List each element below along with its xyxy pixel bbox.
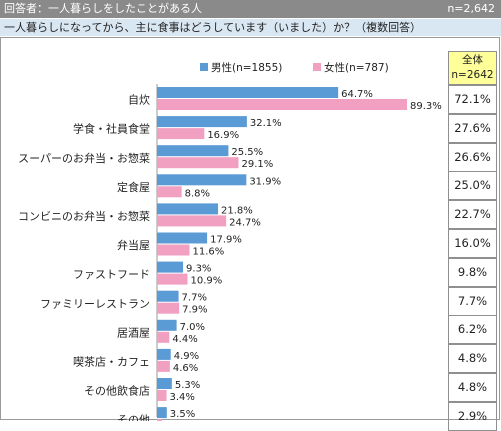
total-value: 22.7% (448, 200, 497, 230)
category-label: スーパーのお弁当・お惣菜 (18, 151, 150, 165)
legend-male-swatch (200, 63, 208, 71)
total-value: 16.0% (448, 229, 497, 258)
data-label-male: 4.9% (174, 351, 199, 362)
data-label-female: 3.4% (170, 392, 195, 403)
respondent-label: 回答者：一人暮らしをしたことがある人 (4, 2, 202, 15)
bar-male (157, 290, 179, 302)
bar-female (157, 419, 162, 421)
total-value: 27.6% (448, 113, 497, 143)
bar-female (157, 331, 170, 343)
data-label-male: 7.0% (180, 322, 205, 333)
bar-female (157, 273, 188, 285)
total-value: 7.7% (448, 286, 497, 316)
bar-female (157, 390, 167, 401)
total-value: 26.6% (448, 142, 497, 172)
bar-male (157, 319, 177, 331)
category-label: その他飲食店 (84, 384, 150, 398)
total-value: 4.8% (448, 373, 497, 402)
data-label-male: 31.9% (249, 176, 281, 187)
total-value: 6.2% (448, 315, 497, 345)
total-value: 72.1% (448, 85, 497, 114)
category-label: コンビニのお弁当・お惣菜 (18, 209, 150, 223)
respondent-bar: 回答者：一人暮らしをしたことがある人 n=2,642 (0, 0, 501, 18)
data-label-male: 21.8% (221, 205, 253, 216)
data-label-female: 89.3% (410, 101, 442, 112)
bar-female (157, 99, 408, 110)
total-column-title: 全体 (462, 54, 483, 66)
data-label-male: 25.5% (231, 147, 263, 158)
data-label-female: 16.9% (207, 130, 239, 141)
category-label: 居酒屋 (117, 326, 150, 339)
total-value: 9.8% (448, 257, 497, 287)
category-label: その他 (117, 414, 150, 421)
data-label-male: 64.7% (341, 89, 373, 100)
category-label: 自炊 (128, 94, 150, 107)
bar-male (157, 87, 339, 98)
data-label-female: 10.9% (191, 276, 223, 287)
total-value: 25.0% (448, 171, 497, 201)
data-label-female: 4.4% (172, 334, 197, 345)
category-label: 定食屋 (117, 180, 150, 194)
bar-female (157, 244, 190, 256)
total-value: 4.8% (448, 344, 497, 374)
bar-male (157, 203, 219, 215)
bar-male (157, 378, 172, 389)
category-label: 学食・社員食堂 (73, 122, 150, 136)
total-n-label: n=2,642 (447, 2, 495, 15)
bar-male (157, 232, 208, 244)
data-label-male: 7.7% (182, 293, 207, 304)
bar-chart: 自炊 64.7% 89.3% 学食・社員食堂 32.1% 16.9% スーパーのお弁当・お惣… (18, 84, 442, 421)
data-label-female: 29.1% (241, 159, 273, 170)
bar-female (157, 215, 227, 227)
question-text: 一人暮らしになってから、主に食事はどうしています（いました）か？（複数回答） (4, 21, 422, 34)
bar-female (157, 157, 239, 169)
data-label-female: 11.6% (192, 247, 224, 258)
data-label-female: 8.8% (185, 188, 210, 199)
total-column-header: 全体 n=2642 (448, 51, 497, 85)
category-label: 喫茶店・カフェ (73, 354, 150, 368)
bar-male (157, 145, 229, 157)
data-label-female: 4.6% (173, 363, 198, 374)
data-label-female: 24.7% (229, 217, 261, 228)
data-label-male: 17.9% (210, 235, 242, 246)
bar-male (157, 174, 247, 186)
legend-female-swatch (313, 63, 321, 71)
category-label: 弁当屋 (117, 238, 150, 252)
question-banner: 一人暮らしになってから、主に食事はどうしています（いました）か？（複数回答） (0, 19, 501, 36)
bar-male (157, 407, 167, 419)
data-label-male: 3.5% (170, 409, 195, 420)
data-label-male: 5.3% (175, 380, 200, 391)
bar-male (157, 116, 247, 128)
legend-female-label: 女性(n=787) (324, 62, 389, 74)
data-label-female: 7.9% (182, 305, 207, 316)
total-column-n: n=2642 (451, 69, 494, 81)
data-label-male: 32.1% (250, 118, 282, 129)
legend-female: 女性(n=787) (313, 62, 389, 74)
legend-male-label: 男性(n=1855) (211, 62, 283, 74)
chart-frame (0, 37, 500, 420)
legend-male: 男性(n=1855) (200, 62, 282, 74)
bar-male (157, 348, 171, 360)
category-label: ファミリーレストラン (40, 297, 150, 310)
bar-female (157, 128, 205, 140)
bar-female (157, 302, 180, 314)
category-label: ファストフード (73, 268, 150, 281)
bar-female (157, 186, 182, 198)
data-label-male: 9.3% (186, 264, 211, 275)
bar-male (157, 261, 184, 273)
bar-female (157, 360, 170, 372)
